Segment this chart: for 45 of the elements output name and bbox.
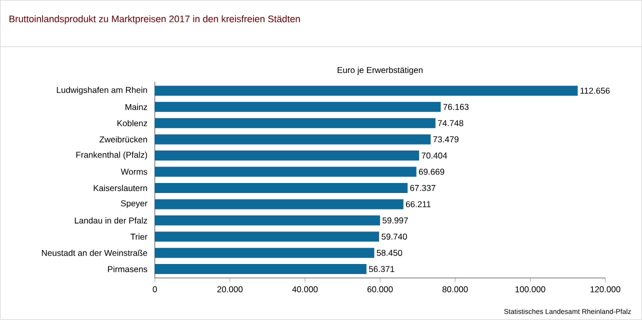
data-label: 69.669: [418, 168, 444, 175]
bar: [154, 199, 404, 210]
y-tick-label: Worms: [120, 168, 148, 175]
x-tick-label: 0: [152, 286, 157, 292]
y-tick-label: Koblenz: [117, 120, 148, 126]
y-tick-label: Kaiserslautern: [94, 184, 147, 192]
data-label: 67.337: [410, 185, 436, 192]
x-tick-label: 120.000: [590, 286, 620, 292]
y-tick-label: Zweibrücken: [100, 136, 147, 143]
y-tick-label: Pirmasens: [108, 266, 148, 272]
bar: [154, 134, 431, 144]
bar: [154, 232, 380, 242]
y-tick-label: Landau in der Pfalz: [74, 217, 148, 224]
bar: [154, 183, 408, 194]
y-tick-label: Ludwigshafen am Rhein: [56, 86, 147, 95]
data-label: 58.450: [376, 250, 402, 256]
y-tick-label: Frankenthal (Pfalz): [76, 152, 147, 160]
x-tick-label: 60.000: [367, 286, 393, 292]
data-label: 74.748: [438, 120, 464, 126]
y-tick-label: Trier: [130, 234, 148, 240]
y-tick-label: Neustadt an der Weinstraße: [42, 250, 148, 256]
data-label: 59.997: [382, 218, 408, 224]
data-label: 112.656: [580, 88, 610, 94]
chart-title: Bruttoinlandsprodukt zu Marktpreisen 2017 in den kreisfreien Städten: [10, 15, 300, 24]
data-label: 76.163: [443, 104, 469, 110]
bar: [154, 216, 380, 226]
bar: [154, 118, 436, 128]
x-tick-label: 100.000: [515, 286, 546, 292]
data-label: 59.740: [382, 234, 407, 240]
x-tick-label: 80.000: [442, 286, 468, 292]
bar: [154, 264, 366, 274]
x-tick-label: 20.000: [217, 286, 243, 292]
data-label: 56.371: [368, 266, 394, 272]
data-label: 66.211: [406, 201, 431, 208]
bar: [154, 102, 441, 112]
bar: [154, 86, 578, 96]
y-tick-label: Speyer: [120, 200, 148, 208]
bar: [154, 248, 374, 258]
data-label: 73.479: [433, 136, 458, 142]
y-tick-label: Mainz: [126, 104, 148, 110]
bar: [154, 166, 416, 177]
bar: [154, 150, 420, 161]
x-tick-label: 40.000: [292, 286, 318, 292]
data-label: 70.404: [422, 152, 448, 159]
chart-subtitle: Euro je Erwerbstätigen: [338, 66, 423, 75]
